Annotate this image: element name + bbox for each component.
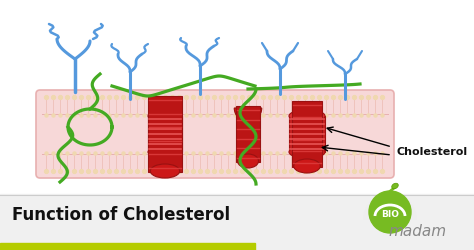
Ellipse shape [148,110,182,122]
Text: BIO: BIO [381,210,399,219]
Bar [148,96,182,172]
Wedge shape [234,108,262,122]
Text: Cholesterol: Cholesterol [397,146,468,156]
Bar [236,106,260,162]
Text: Function of Cholesterol: Function of Cholesterol [12,205,230,223]
Ellipse shape [150,164,180,178]
Ellipse shape [237,154,258,168]
Bar [292,102,322,167]
Bar [0,194,474,250]
Ellipse shape [294,159,320,173]
Bar [148,116,182,152]
Wedge shape [150,98,181,114]
FancyBboxPatch shape [36,91,394,178]
Ellipse shape [289,146,325,159]
Wedge shape [363,193,417,220]
Ellipse shape [392,184,398,189]
Bar [289,116,325,152]
Ellipse shape [148,146,182,158]
Bar [0,243,255,250]
Ellipse shape [289,110,325,123]
Text: madam: madam [389,224,447,238]
Circle shape [369,191,411,233]
Wedge shape [293,104,321,118]
